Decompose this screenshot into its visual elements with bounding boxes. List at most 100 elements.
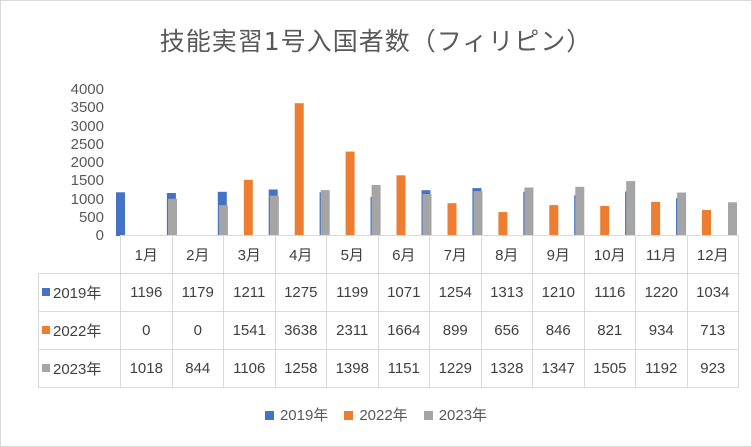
x-tick-label: 4月 xyxy=(274,235,327,274)
data-label: 934 xyxy=(635,311,688,350)
bar-2022年-10月 xyxy=(600,206,610,236)
table-series-label: 2019年 xyxy=(38,273,121,312)
series-key-swatch xyxy=(42,326,50,334)
series-name: 2019年 xyxy=(53,285,102,302)
data-label: 0 xyxy=(120,311,173,350)
data-label: 1018 xyxy=(120,349,173,388)
y-tick-label: 500 xyxy=(78,208,104,226)
legend-label: 2022年 xyxy=(359,407,408,424)
x-tick-label: 9月 xyxy=(532,235,585,274)
bar-2023年-10月 xyxy=(626,181,636,236)
x-tick-label: 10月 xyxy=(583,235,636,274)
table-series-label: 2023年 xyxy=(38,349,121,388)
data-label: 1034 xyxy=(686,273,739,312)
data-label: 821 xyxy=(583,311,636,350)
data-label: 1116 xyxy=(583,273,636,312)
y-tick-label: 3500 xyxy=(70,99,104,117)
x-tick-label: 2月 xyxy=(171,235,224,274)
series-name: 2022年 xyxy=(53,323,102,340)
data-label: 1664 xyxy=(377,311,430,350)
series-key-swatch xyxy=(42,364,50,372)
series-key-swatch xyxy=(42,288,50,296)
data-label: 1328 xyxy=(480,349,533,388)
legend-item: 2023年 xyxy=(423,404,487,425)
bar-2023年-8月 xyxy=(524,187,534,236)
data-label: 1258 xyxy=(274,349,327,388)
data-label: 1211 xyxy=(223,273,276,312)
x-tick-label: 12月 xyxy=(686,235,739,274)
bar-2022年-6月 xyxy=(396,175,406,236)
bar-2023年-9月 xyxy=(575,186,585,236)
data-table: 1月 2月 3月 4月 5月 6月 7月 8月 9月 10月 11月 12月 2019年 1196 1179… xyxy=(38,235,739,388)
bar-2023年-3月 xyxy=(269,195,279,236)
bar-2023年-2月 xyxy=(218,205,228,236)
data-label: 2311 xyxy=(326,311,379,350)
table-corner xyxy=(38,235,121,274)
bar-2023年-12月 xyxy=(728,202,737,236)
bar-2023年-1月 xyxy=(168,198,177,236)
data-label: 1313 xyxy=(480,273,533,312)
data-label: 656 xyxy=(480,311,533,350)
x-tick-label: 3月 xyxy=(223,235,276,274)
bar-2022年-3月 xyxy=(243,179,253,236)
chart-title: 技能実習1号入国者数（フィリピン） xyxy=(159,27,593,56)
x-tick-label: 7月 xyxy=(429,235,482,274)
legend: 2019年 2022年 2023年 xyxy=(0,404,752,425)
data-label: 1275 xyxy=(274,273,327,312)
legend-swatch xyxy=(264,411,274,420)
data-label: 1210 xyxy=(532,273,585,312)
data-label: 1398 xyxy=(326,349,379,388)
legend-swatch xyxy=(423,411,433,420)
data-label: 844 xyxy=(171,349,224,388)
table-row: 2023年 1018 844 1106 1258 1398 1151 1229 1328 1347… xyxy=(38,349,739,388)
data-label: 1196 xyxy=(120,273,173,312)
y-tick-label: 2500 xyxy=(70,135,104,153)
series-name: 2023年 xyxy=(53,361,102,378)
y-tick-label: 1000 xyxy=(70,190,104,208)
data-label: 3638 xyxy=(274,311,327,350)
data-label: 1505 xyxy=(583,349,636,388)
data-label: 846 xyxy=(532,311,585,350)
bar-2022年-5月 xyxy=(345,151,355,236)
y-tick-label: 2000 xyxy=(70,154,104,171)
legend-item: 2022年 xyxy=(344,404,408,425)
x-tick-label: 8月 xyxy=(480,235,533,274)
bar-2022年-12月 xyxy=(702,210,711,236)
bar-2023年-11月 xyxy=(677,192,687,236)
bar-2023年-4月 xyxy=(320,190,330,236)
y-tick-label: 4000 xyxy=(70,81,104,98)
bar-2023年-6月 xyxy=(422,194,432,236)
data-label: 1199 xyxy=(326,273,379,312)
x-tick-label: 1月 xyxy=(120,235,173,274)
table-row: 2019年 1196 1179 1211 1275 1199 1071 1254 1313 121… xyxy=(38,273,739,312)
bar-2022年-8月 xyxy=(498,212,508,236)
bar-2022年-9月 xyxy=(549,205,559,236)
bar-2023年-7月 xyxy=(473,191,483,236)
x-tick-label: 6月 xyxy=(377,235,430,274)
data-label: 1541 xyxy=(223,311,276,350)
table-header-row: 1月 2月 3月 4月 5月 6月 7月 8月 9月 10月 11月 12月 xyxy=(38,235,739,274)
data-label: 1229 xyxy=(429,349,482,388)
data-label: 1151 xyxy=(377,349,430,388)
bar-2022年-7月 xyxy=(447,203,457,236)
data-label: 923 xyxy=(686,349,739,388)
data-label: 1071 xyxy=(377,273,430,312)
bar-2022年-4月 xyxy=(294,103,304,236)
data-label: 1106 xyxy=(223,349,276,388)
table-row: 2022年 0 0 1541 3638 2311 1664 899 656 846 821 934 71… xyxy=(38,311,739,350)
bar-2019年-1月 xyxy=(116,192,125,236)
x-tick-label: 5月 xyxy=(326,235,379,274)
data-label: 1254 xyxy=(429,273,482,312)
data-label: 1192 xyxy=(635,349,688,388)
data-label: 0 xyxy=(171,311,224,350)
y-tick-label: 1500 xyxy=(70,172,104,190)
x-tick-label: 11月 xyxy=(635,235,688,274)
bar-2022年-11月 xyxy=(651,201,661,236)
y-tick-label: 3000 xyxy=(70,117,104,135)
data-label: 1220 xyxy=(635,273,688,312)
legend-label: 2019年 xyxy=(279,407,329,424)
legend-item: 2019年 xyxy=(264,404,329,425)
data-label: 899 xyxy=(429,311,482,350)
data-label: 1179 xyxy=(171,273,224,312)
